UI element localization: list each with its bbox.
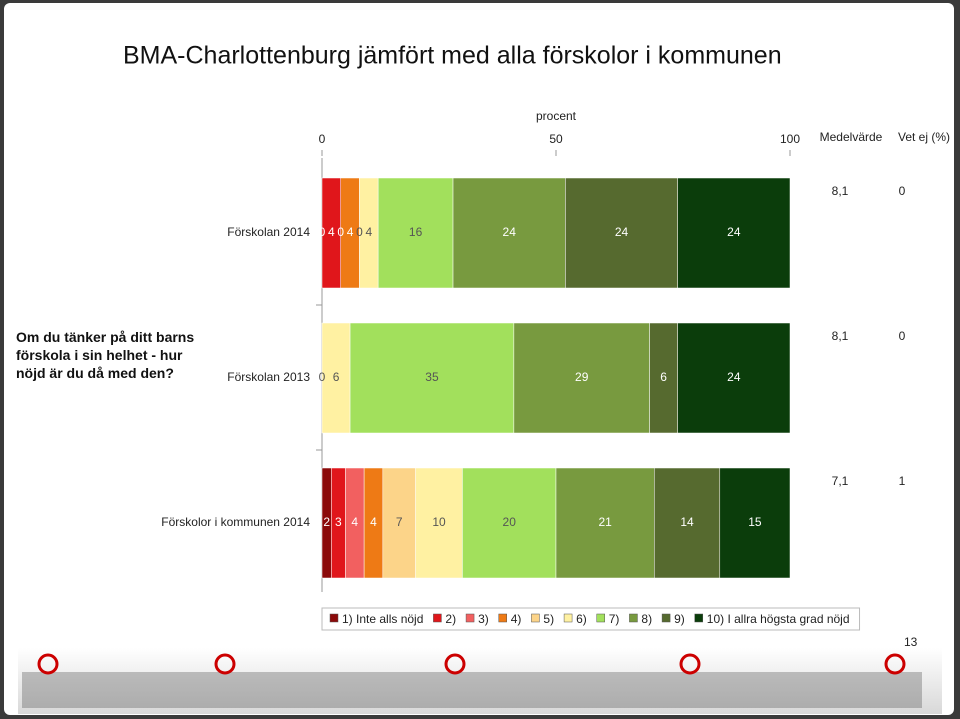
value-label: 24 (503, 225, 517, 239)
value-label: 14 (680, 515, 694, 529)
legend-label: 5) (543, 612, 554, 626)
value-label: 0 (319, 225, 326, 239)
mean-header: Medelvärde (820, 130, 883, 144)
legend-swatch (596, 613, 605, 623)
legend-box (321, 607, 861, 631)
legend-swatch (498, 613, 507, 623)
value-label: 2 (323, 515, 330, 529)
legend-swatch (661, 613, 671, 623)
value-label: 3 (335, 515, 342, 529)
bar-segment (452, 177, 566, 289)
bar-segment (677, 177, 791, 289)
legend-swatch (629, 613, 638, 623)
legend-label: 9) (674, 612, 685, 626)
legend-swatch (465, 613, 475, 623)
dont-know-value: 0 (899, 184, 906, 198)
legend-label: 4) (511, 612, 522, 626)
legend-label: 6) (576, 612, 587, 626)
x-tick-label: 0 (319, 132, 326, 146)
x-axis-label: procent (536, 109, 577, 123)
bar-segment (415, 467, 463, 579)
value-label: 4 (351, 515, 358, 529)
footer-band (18, 648, 942, 714)
bar-segment (377, 177, 454, 289)
dont-know-value: 0 (899, 329, 906, 343)
value-label: 4 (328, 225, 335, 239)
value-label: 10 (432, 515, 446, 529)
mean-value: 8,1 (832, 329, 849, 343)
legend-label: 8) (641, 612, 652, 626)
legend-swatch (531, 613, 540, 623)
bar-segment (513, 322, 650, 434)
x-tick-label: 100 (780, 132, 800, 146)
chart-title: BMA-Charlottenburg jämfört med alla förs… (123, 42, 782, 70)
value-label: 20 (503, 515, 517, 529)
question-text: Om du tänker på ditt barns förskola i sin… (16, 329, 194, 381)
value-label: 16 (409, 225, 423, 239)
page-number: 13 (904, 635, 918, 649)
value-label: 24 (727, 370, 741, 384)
mean-value: 7,1 (832, 474, 849, 488)
legend-swatch (329, 613, 339, 623)
value-label: 35 (425, 370, 439, 384)
value-label: 6 (660, 370, 667, 384)
x-tick-label: 50 (549, 132, 563, 146)
value-label: 4 (370, 515, 377, 529)
legend-label: 10) I allra högsta grad nöjd (707, 612, 850, 626)
bar-segment (555, 467, 655, 579)
legend-swatch (694, 613, 704, 623)
legend-label: 7) (609, 612, 620, 626)
value-label: 4 (365, 225, 372, 239)
bar-segment (719, 467, 791, 579)
bar-segment (677, 322, 791, 434)
legend-label: 1) Inte alls nöjd (342, 612, 423, 626)
legend-label: 3) (478, 612, 489, 626)
value-label: 15 (748, 515, 762, 529)
value-label: 4 (347, 225, 354, 239)
legend-swatch (433, 613, 442, 623)
bar-segment (462, 467, 557, 579)
dont-know-value: 1 (899, 474, 906, 488)
value-label: 6 (333, 370, 340, 384)
category-label: Förskolor i kommunen 2014 (161, 515, 310, 529)
bar-segment (649, 322, 678, 434)
category-label: Förskolan 2013 (227, 370, 310, 384)
mean-value: 8,1 (832, 184, 849, 198)
value-label: 0 (356, 225, 363, 239)
value-label: 0 (337, 225, 344, 239)
bar-segment (382, 467, 416, 579)
bar-segment (654, 467, 721, 579)
value-label: 29 (575, 370, 589, 384)
value-label: 24 (615, 225, 629, 239)
bar-segment (565, 177, 678, 289)
dont-know-header: Vet ej (%) (898, 130, 950, 144)
value-label: 21 (598, 515, 612, 529)
bar-segment (349, 322, 515, 434)
category-label: Förskolan 2014 (227, 225, 310, 239)
value-label: 24 (727, 225, 741, 239)
legend-label: 2) (445, 612, 456, 626)
legend-swatch (563, 613, 573, 623)
value-label: 0 (319, 370, 326, 384)
legend: 1) Inte alls nöjd 2) 3) 4) 5) 6) 7) 8) 9) 10) I a… (321, 607, 861, 631)
value-label: 7 (396, 515, 403, 529)
footer-figures (22, 653, 922, 708)
bar-segment (321, 322, 351, 434)
